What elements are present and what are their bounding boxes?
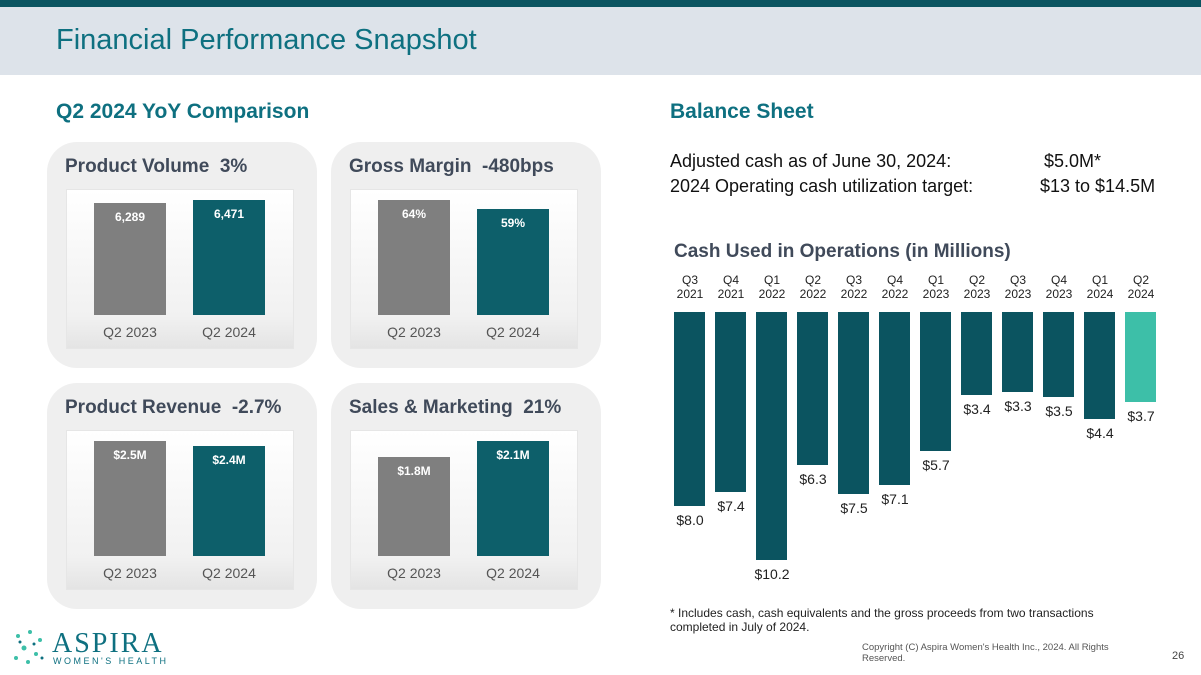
balance-label: 2024 Operating cash utilization target: — [670, 176, 974, 196]
x-tick-label: Q4 2022 — [881, 273, 909, 301]
bar — [879, 312, 910, 485]
value-label: $2.1M — [496, 448, 530, 462]
x-tick-label: Q2 2023 — [103, 324, 157, 340]
bar — [94, 203, 166, 315]
value-label: $8.0 — [676, 512, 704, 529]
balance-label: Adjusted cash as of June 30, 2024: — [670, 151, 952, 171]
x-tick-label: Q3 2021 — [676, 273, 704, 301]
footnote: * Includes cash, cash equivalents and th… — [670, 606, 1094, 634]
bar — [961, 312, 992, 395]
x-tick-label: Q1 2024 — [1086, 273, 1114, 301]
x-tick-label: Q2 2023 — [387, 565, 441, 581]
bar — [1043, 312, 1074, 398]
value-label: $3.5 — [1045, 403, 1073, 420]
bar — [193, 200, 265, 315]
x-tick-label: Q2 2024 — [486, 565, 540, 581]
x-tick-label: Q4 2021 — [717, 273, 745, 301]
x-tick-label: Q2 2024 — [202, 565, 256, 581]
value-label: $7.5 — [840, 500, 868, 517]
x-tick-label: Q1 2022 — [758, 273, 786, 301]
bar — [797, 312, 828, 466]
balance-value: $13 to $14.5M — [1040, 176, 1156, 196]
balance-value: $5.0M* — [1044, 151, 1102, 171]
bar — [756, 312, 787, 560]
bar — [920, 312, 951, 451]
logo-name: ASPIRA — [52, 628, 164, 659]
bar — [477, 208, 549, 315]
x-tick-label: Q2 2023 — [387, 324, 441, 340]
x-tick-label: Q2 2023 — [963, 273, 991, 301]
value-label: $1.8M — [397, 464, 431, 479]
value-label: $2.4M — [212, 452, 246, 467]
bar — [715, 312, 746, 492]
value-label: 64% — [401, 207, 427, 221]
header-band — [0, 7, 1201, 75]
x-tick-label: Q2 2022 — [799, 273, 827, 301]
value-label: $3.4 — [963, 400, 991, 417]
top-bar — [0, 0, 1201, 7]
logo-mark — [14, 630, 44, 664]
bar — [193, 445, 265, 556]
x-tick-label: Q2 2024 — [202, 324, 256, 340]
slide-title: Financial Performance Snapshot — [56, 24, 477, 56]
copyright: Copyright (C) Aspira Women's Health Inc.… — [862, 642, 1109, 664]
bar — [94, 441, 166, 556]
value-label: 6,471 — [213, 207, 245, 221]
bar — [838, 312, 869, 495]
panel-title: Gross Margin -480bps — [349, 156, 554, 177]
logo-sub: WOMEN'S HEALTH — [53, 656, 169, 666]
value-label: $4.4 — [1086, 424, 1114, 441]
x-tick-label: Q2 2024 — [486, 324, 540, 340]
value-label: $6.3 — [799, 471, 827, 488]
value-label: $5.7 — [922, 456, 950, 473]
x-tick-label: Q2 2024 — [1127, 273, 1155, 301]
panel-title: Product Revenue -2.7% — [65, 397, 282, 418]
x-tick-label: Q4 2023 — [1045, 273, 1073, 301]
bar — [477, 441, 549, 556]
panel-title: Sales & Marketing 21% — [349, 397, 562, 418]
left-heading: Q2 2024 YoY Comparison — [56, 100, 310, 123]
x-tick-label: Q1 2023 — [922, 273, 950, 301]
value-label: $3.3 — [1004, 398, 1032, 415]
value-label: $7.4 — [717, 497, 745, 514]
bar — [378, 457, 450, 556]
page-number: 26 — [1172, 650, 1185, 662]
bar — [1084, 312, 1115, 419]
right-heading: Balance Sheet — [670, 100, 814, 123]
value-label: 6,289 — [114, 210, 146, 225]
value-label: $10.2 — [754, 565, 790, 582]
x-tick-label: Q2 2023 — [103, 565, 157, 581]
bar — [674, 312, 705, 507]
bar — [1125, 312, 1156, 402]
x-tick-label: Q3 2023 — [1004, 273, 1032, 301]
value-label: $7.1 — [881, 490, 909, 507]
value-label: 59% — [500, 215, 526, 230]
value-label: $3.7 — [1127, 407, 1155, 424]
x-tick-label: Q3 2022 — [840, 273, 868, 301]
chart-title: Cash Used in Operations (in Millions) — [674, 241, 1011, 262]
value-label: $2.5M — [113, 448, 147, 462]
panel-title: Product Volume 3% — [65, 156, 248, 177]
bar — [1002, 312, 1033, 393]
bar — [378, 200, 450, 315]
